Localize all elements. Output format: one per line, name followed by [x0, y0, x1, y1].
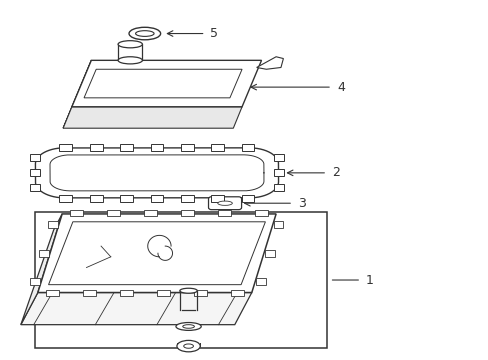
Polygon shape: [256, 57, 283, 69]
Bar: [48, 221, 58, 228]
Polygon shape: [21, 293, 251, 325]
Text: 1: 1: [366, 274, 373, 287]
Ellipse shape: [118, 41, 142, 48]
Bar: [211, 195, 224, 202]
Bar: [39, 249, 49, 257]
Ellipse shape: [118, 57, 142, 64]
Polygon shape: [84, 69, 242, 98]
Bar: [150, 195, 163, 202]
Bar: [120, 195, 133, 202]
Bar: [90, 144, 102, 151]
Bar: [273, 154, 284, 161]
Ellipse shape: [183, 344, 193, 348]
Bar: [150, 144, 163, 151]
Bar: [30, 154, 40, 161]
Bar: [30, 184, 40, 192]
Polygon shape: [38, 214, 276, 293]
Bar: [273, 169, 284, 176]
FancyBboxPatch shape: [208, 197, 241, 210]
Bar: [157, 290, 169, 296]
Bar: [230, 290, 243, 296]
Bar: [181, 195, 193, 202]
Polygon shape: [72, 60, 261, 107]
Bar: [83, 290, 96, 296]
Bar: [107, 210, 120, 216]
Ellipse shape: [177, 341, 200, 352]
Bar: [273, 184, 284, 192]
Bar: [264, 249, 274, 257]
Ellipse shape: [183, 325, 194, 328]
Text: 3: 3: [297, 197, 305, 210]
Bar: [35, 212, 326, 348]
Bar: [120, 290, 132, 296]
Bar: [181, 210, 194, 216]
Bar: [255, 210, 267, 216]
Bar: [30, 278, 40, 285]
Text: 4: 4: [336, 81, 344, 94]
Polygon shape: [48, 222, 265, 285]
Bar: [181, 144, 193, 151]
Ellipse shape: [135, 31, 154, 36]
Bar: [242, 195, 254, 202]
Bar: [144, 210, 157, 216]
Bar: [273, 221, 283, 228]
Ellipse shape: [176, 323, 201, 330]
Bar: [120, 144, 133, 151]
Polygon shape: [63, 60, 91, 128]
Bar: [30, 169, 40, 176]
Bar: [60, 195, 72, 202]
Bar: [194, 290, 206, 296]
Bar: [242, 144, 254, 151]
Text: 5: 5: [210, 27, 218, 40]
Ellipse shape: [180, 288, 197, 293]
Bar: [218, 210, 230, 216]
Ellipse shape: [129, 27, 160, 40]
Bar: [256, 278, 265, 285]
Bar: [211, 144, 224, 151]
Bar: [46, 290, 59, 296]
Bar: [60, 144, 72, 151]
Ellipse shape: [217, 201, 232, 205]
Polygon shape: [63, 107, 242, 128]
Text: 2: 2: [331, 166, 339, 179]
Bar: [90, 195, 102, 202]
Bar: [70, 210, 83, 216]
Polygon shape: [21, 214, 62, 325]
